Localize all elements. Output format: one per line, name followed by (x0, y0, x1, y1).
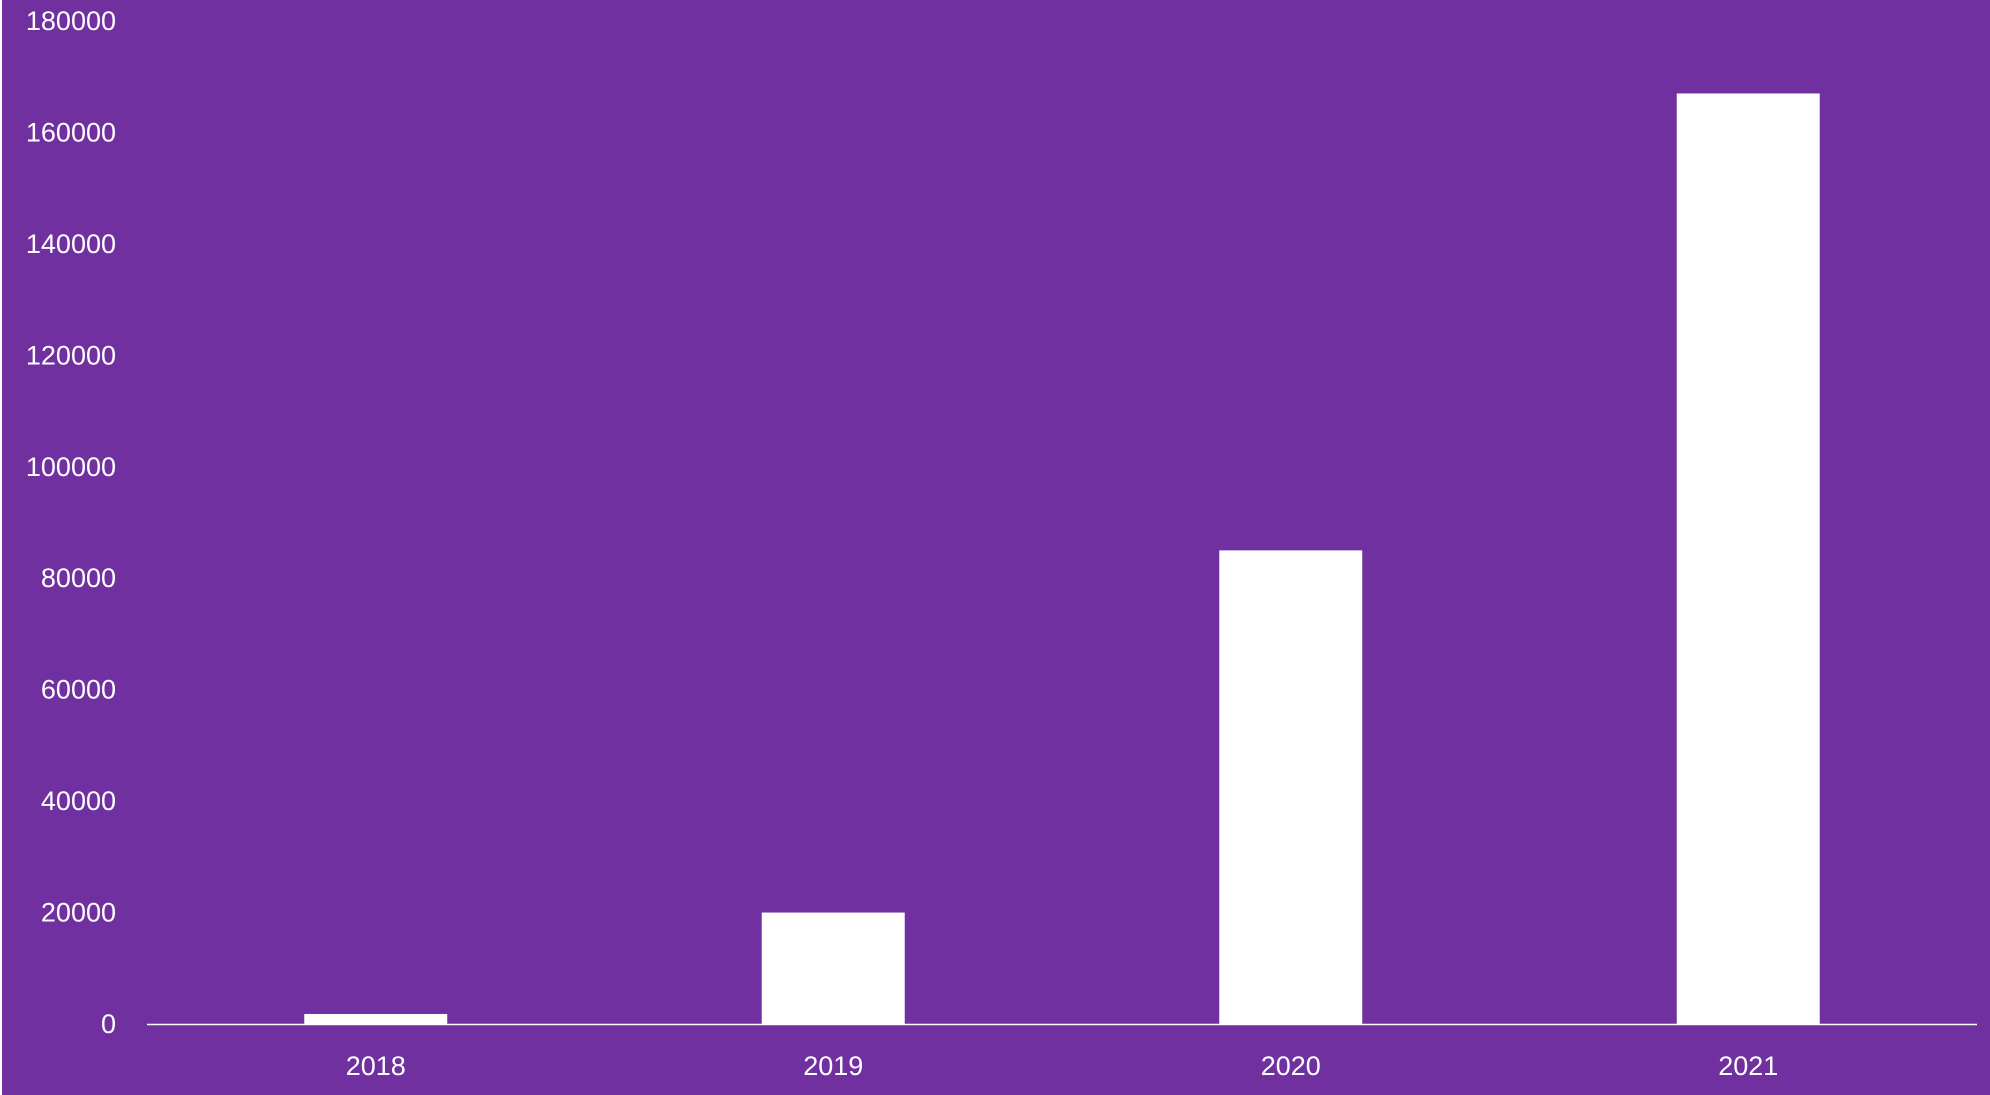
x-tick-label: 2018 (346, 1051, 406, 1081)
y-tick-label: 100000 (26, 452, 116, 482)
x-tick-label: 2020 (1261, 1051, 1321, 1081)
y-tick-label: 80000 (41, 563, 116, 593)
y-tick-label: 160000 (26, 117, 116, 147)
y-tick-label: 60000 (41, 675, 116, 705)
bar-2019 (761, 912, 905, 1024)
bar-2021 (1676, 93, 1820, 1024)
y-tick-label: 40000 (41, 786, 116, 816)
y-tick-label: 0 (101, 1009, 116, 1039)
y-axis-tick-labels: 0 20000 40000 60000 80000 100000 120000 140000 1… (26, 6, 116, 1039)
x-axis-tick-labels: 2018 2019 2020 2021 (346, 1051, 1779, 1081)
bars (304, 93, 1820, 1024)
x-tick-label: 2019 (803, 1051, 863, 1081)
y-tick-label: 120000 (26, 340, 116, 370)
y-tick-label: 180000 (26, 6, 116, 36)
y-tick-label: 20000 (41, 898, 116, 928)
x-tick-label: 2021 (1718, 1051, 1778, 1081)
bar-2020 (1219, 550, 1363, 1024)
y-tick-label: 140000 (26, 229, 116, 259)
bar-2018 (304, 1013, 448, 1024)
